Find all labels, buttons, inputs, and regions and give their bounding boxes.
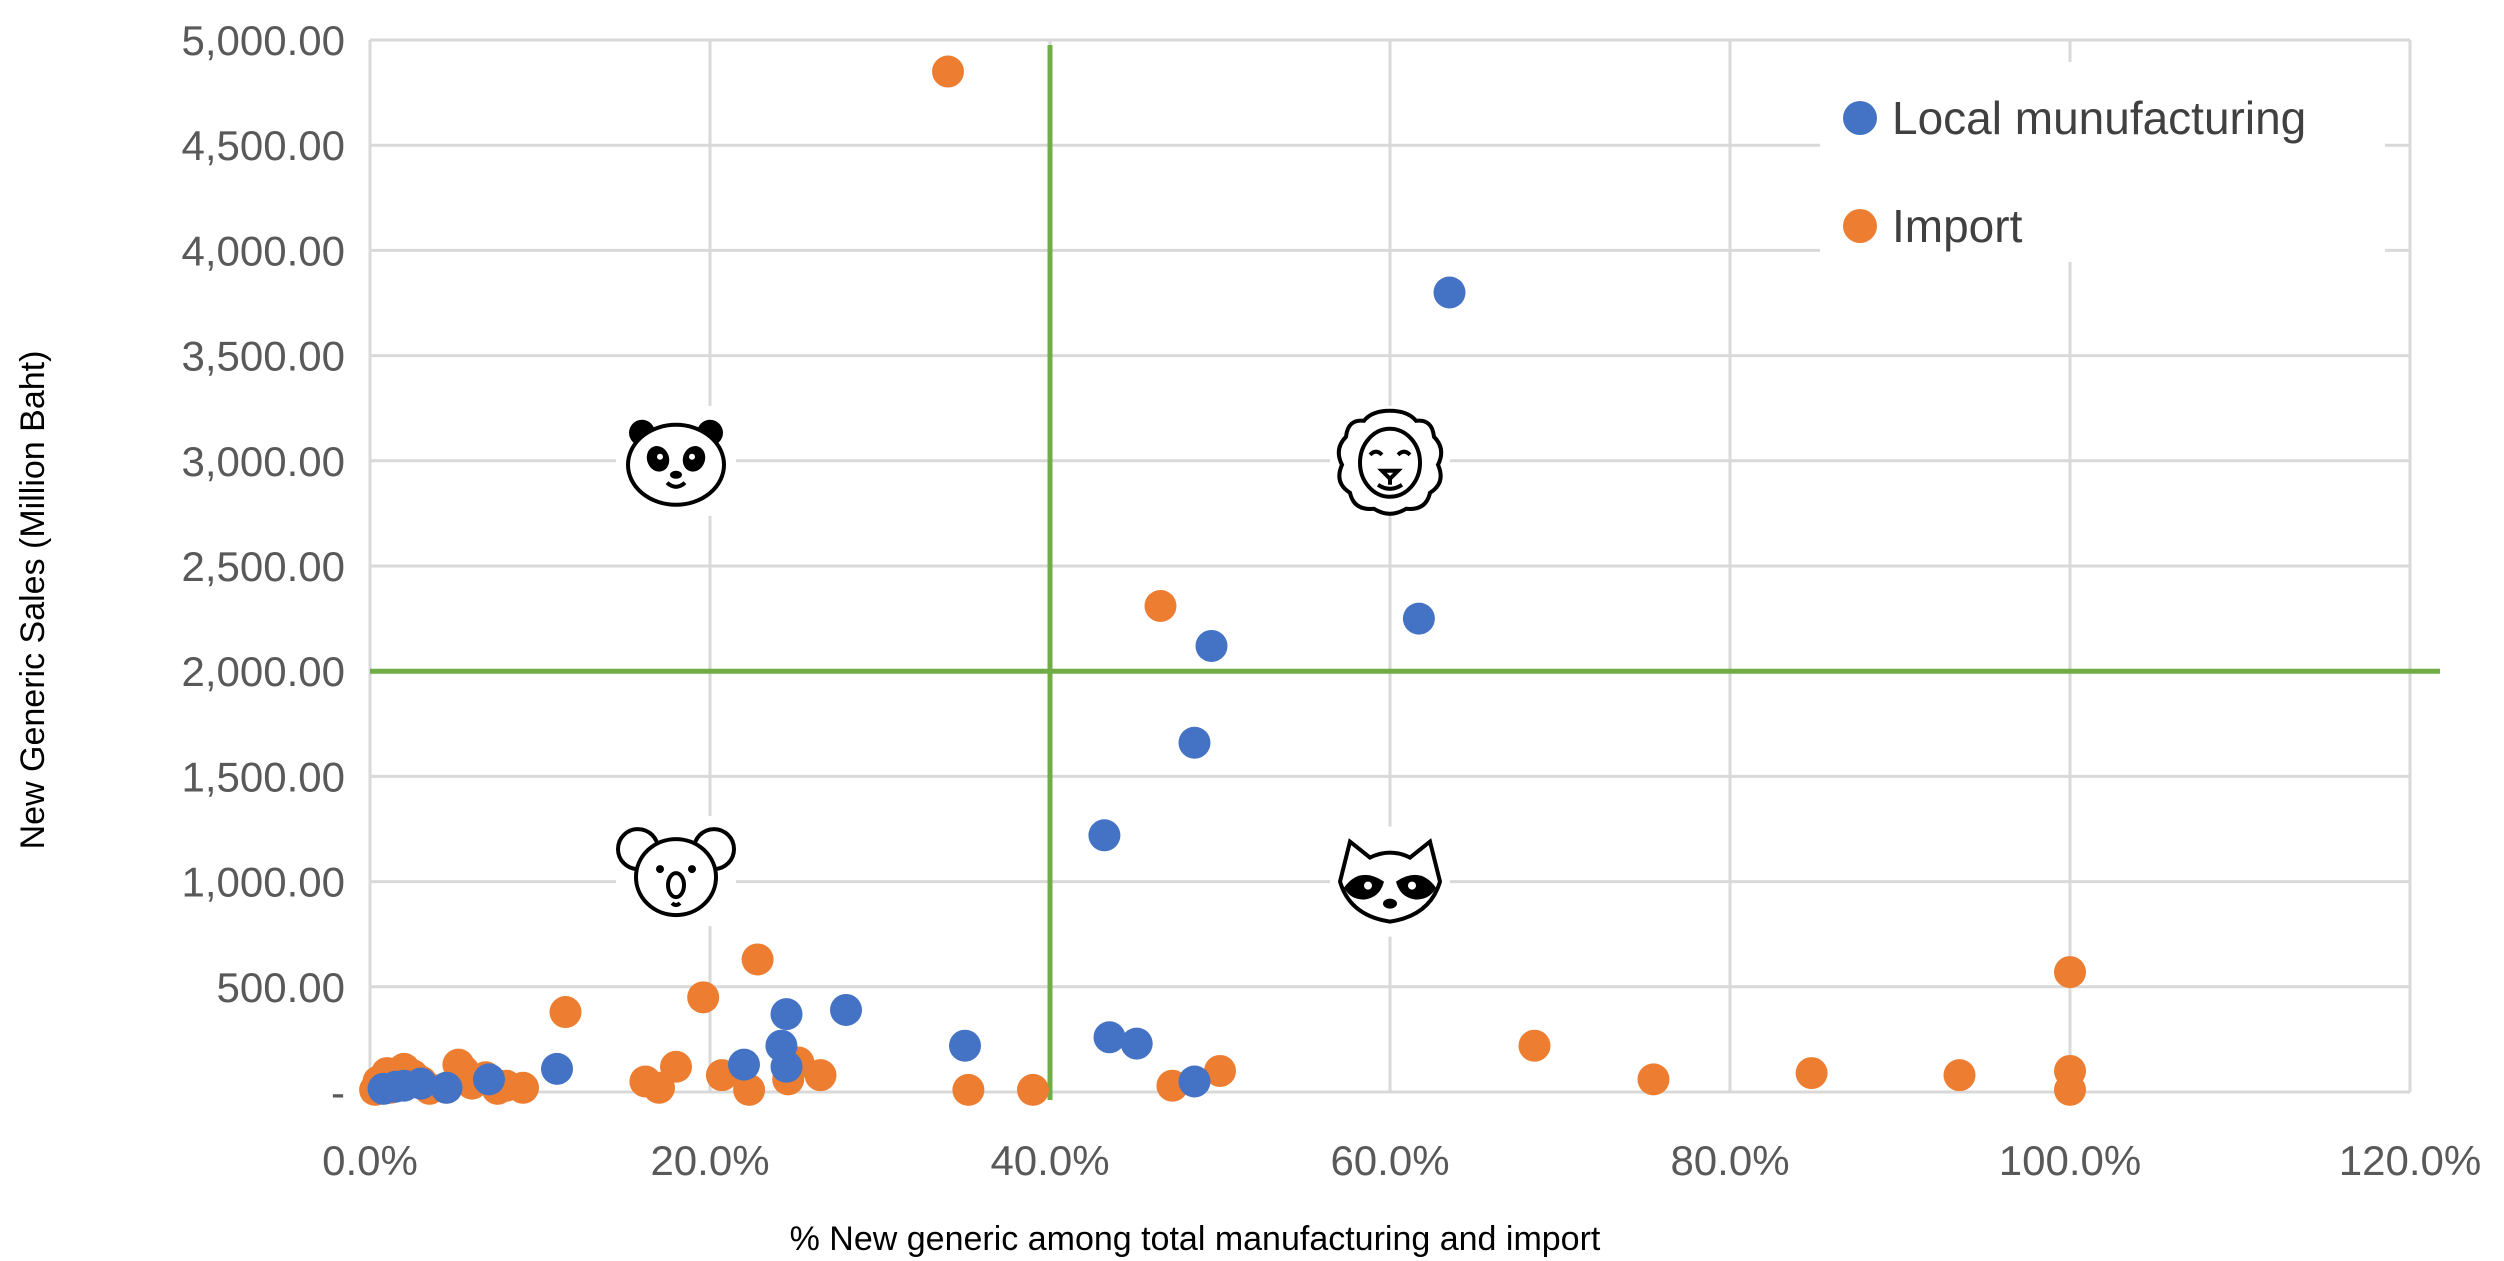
- y-tick-label: -: [331, 1069, 345, 1116]
- data-point-local-munufacturing: [430, 1071, 463, 1104]
- data-point-local-munufacturing: [473, 1063, 505, 1096]
- legend-label-local: Local munufacturing: [1892, 92, 2306, 144]
- data-point-local-munufacturing: [1433, 276, 1466, 309]
- data-point-local-munufacturing: [949, 1029, 981, 1062]
- raccoon-icon: [1330, 826, 1450, 937]
- data-point-local-munufacturing: [728, 1048, 760, 1081]
- lion-icon: [1330, 405, 1450, 516]
- data-point-import: [733, 1073, 766, 1106]
- data-point-import: [932, 55, 964, 88]
- data-point-import: [1144, 589, 1177, 622]
- data-point-local-munufacturing: [1178, 726, 1211, 759]
- data-point-local-munufacturing: [541, 1052, 573, 1085]
- data-point-import: [2054, 1073, 2086, 1106]
- y-axis-ticks: - 500.00 1,000.00 1,500.00 2,000.00 2,500.00 3…: [182, 17, 346, 1116]
- y-tick-label: 2,000.00: [182, 648, 346, 695]
- panda-icon: [616, 405, 736, 516]
- y-tick-label: 5,000.00: [182, 17, 346, 64]
- y-tick-label: 3,500.00: [182, 333, 346, 380]
- legend-box: [1820, 62, 2385, 262]
- data-point-import: [1795, 1057, 1828, 1090]
- legend-marker-import: [1843, 209, 1877, 243]
- data-point-import: [741, 943, 774, 976]
- data-point-import: [952, 1073, 985, 1106]
- legend-marker-local: [1843, 101, 1877, 135]
- data-point-local-munufacturing: [1195, 629, 1228, 662]
- y-tick-label: 500.00: [217, 964, 345, 1011]
- data-point-local-munufacturing: [388, 1069, 420, 1102]
- data-point-import: [1518, 1029, 1551, 1062]
- data-point-local-munufacturing: [1088, 819, 1121, 852]
- y-tick-label: 4,000.00: [182, 227, 346, 274]
- x-tick-label: 80.0%: [1670, 1137, 1789, 1184]
- data-point-local-munufacturing: [830, 993, 862, 1026]
- x-tick-label: 20.0%: [650, 1137, 769, 1184]
- x-axis-ticks: 0.0% 20.0% 40.0% 60.0% 80.0% 100.0% 120.0%: [322, 1137, 2481, 1184]
- data-point-import: [1017, 1073, 1049, 1106]
- y-tick-label: 1,500.00: [182, 753, 346, 800]
- data-point-import: [687, 981, 720, 1014]
- x-tick-label: 100.0%: [1999, 1137, 2141, 1184]
- data-point-import: [1204, 1054, 1236, 1087]
- quadrant-icons: [616, 405, 1450, 937]
- data-point-local-munufacturing: [770, 1050, 803, 1083]
- y-axis-title: New Generic Sales (Million Baht): [14, 351, 52, 850]
- data-point-import: [549, 996, 582, 1029]
- data-point-import: [629, 1065, 662, 1098]
- x-tick-label: 40.0%: [990, 1137, 1109, 1184]
- x-axis-title: % New generic among total manufacturing …: [790, 1220, 1601, 1258]
- data-point-local-munufacturing: [1178, 1065, 1211, 1098]
- data-point-local-munufacturing: [770, 998, 803, 1031]
- x-tick-label: 0.0%: [322, 1137, 418, 1184]
- data-point-import: [2054, 956, 2086, 989]
- data-point-local-munufacturing: [1402, 602, 1435, 635]
- x-tick-label: 120.0%: [2339, 1137, 2481, 1184]
- data-points: [359, 55, 2086, 1106]
- y-tick-label: 3,000.00: [182, 438, 346, 485]
- legend: Local munufacturing Import: [1820, 62, 2385, 262]
- y-tick-label: 2,500.00: [182, 543, 346, 590]
- data-point-local-munufacturing: [1120, 1027, 1153, 1060]
- y-tick-label: 4,500.00: [182, 122, 346, 169]
- legend-label-import: Import: [1892, 200, 2023, 252]
- data-point-import: [1943, 1059, 1976, 1092]
- koala-icon: [616, 816, 736, 927]
- data-point-import: [1637, 1063, 1670, 1096]
- data-point-local-munufacturing: [1093, 1021, 1126, 1054]
- y-tick-label: 1,000.00: [182, 859, 346, 906]
- x-tick-label: 60.0%: [1330, 1137, 1449, 1184]
- quadrant-lines: [370, 45, 2440, 1100]
